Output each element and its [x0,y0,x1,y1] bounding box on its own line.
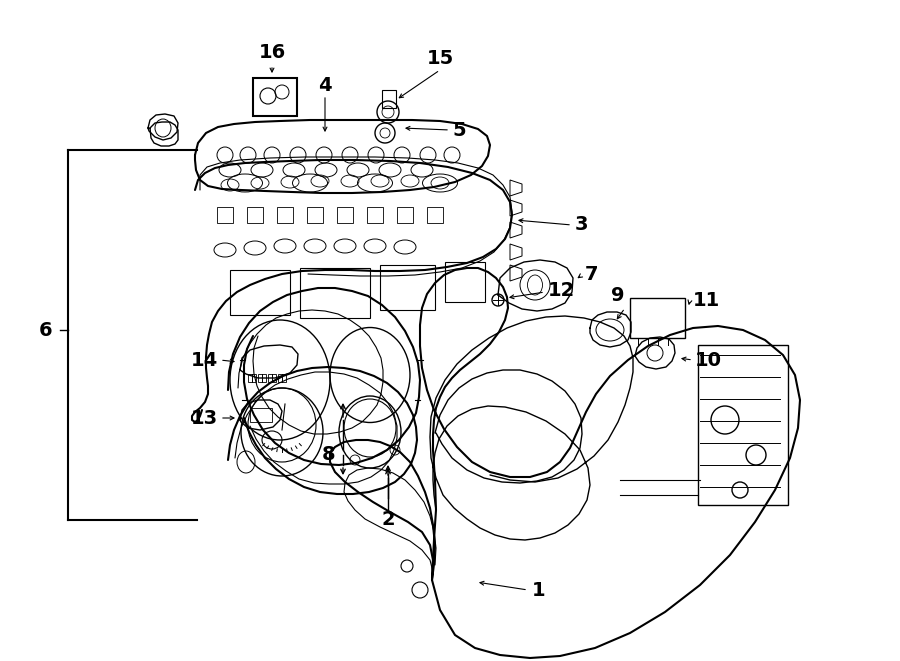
Text: 15: 15 [427,49,454,68]
Bar [300,268,370,318]
Bar [427,207,443,223]
Text: 7: 7 [585,266,598,284]
Text: 9: 9 [611,286,625,305]
Bar [250,408,272,422]
Bar [337,207,353,223]
Text: 10: 10 [695,350,722,369]
Bar [230,270,290,315]
Bar [630,298,685,338]
Text: 1: 1 [532,580,545,600]
Bar [367,207,383,223]
Bar [258,374,266,382]
Bar [248,374,256,382]
Bar [382,90,396,108]
Bar [445,262,485,302]
Bar [278,374,286,382]
Bar [380,265,435,310]
Text: 5: 5 [452,120,465,139]
Text: 14: 14 [191,350,218,369]
Text: 4: 4 [319,76,332,95]
Bar [217,207,233,223]
Bar [277,207,293,223]
Text: 12: 12 [548,280,575,299]
Bar [247,207,263,223]
Bar [253,78,297,116]
Text: 3: 3 [575,215,589,235]
Bar [397,207,413,223]
Text: 13: 13 [191,408,218,428]
Text: 11: 11 [693,290,720,309]
Text: 6: 6 [39,321,52,340]
Bar [698,345,788,505]
Text: 2: 2 [382,510,395,529]
Bar [307,207,323,223]
Text: 8: 8 [321,446,335,465]
Text: 16: 16 [258,43,285,62]
Bar [268,374,276,382]
